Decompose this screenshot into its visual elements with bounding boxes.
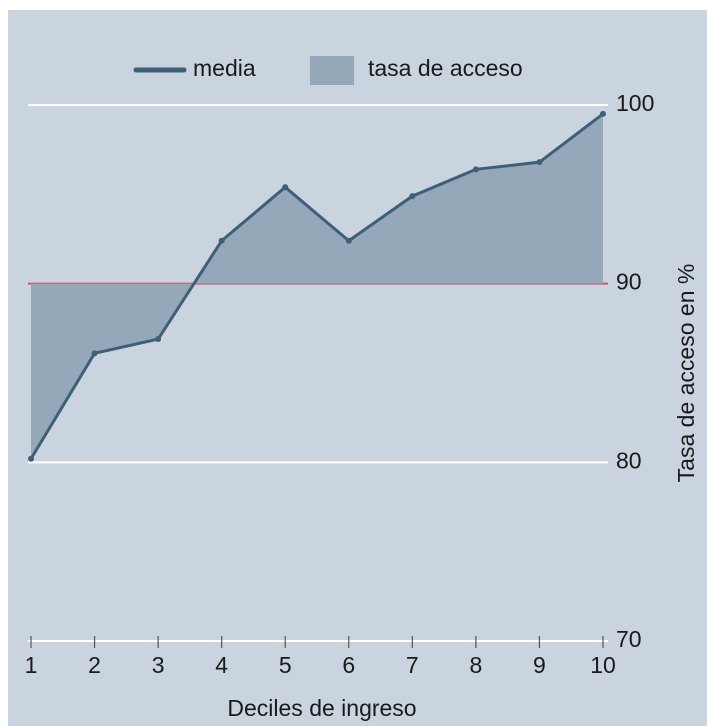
y-axis-title: Tasa de acceso en % <box>673 264 699 483</box>
x-tick-label: 8 <box>469 652 482 678</box>
point <box>91 350 98 357</box>
y-tick-label: 100 <box>616 90 654 116</box>
point <box>282 184 289 191</box>
line <box>29 112 604 460</box>
x-tick-label: 5 <box>279 652 292 678</box>
point <box>409 193 416 200</box>
y-tick-label: 70 <box>616 626 642 652</box>
point <box>600 110 606 117</box>
x-tick-label: 2 <box>88 652 101 678</box>
point <box>472 166 479 173</box>
x-tick-label: 4 <box>215 652 228 678</box>
area <box>31 113 603 459</box>
legend-swatch <box>310 56 354 85</box>
x-axis-title: Deciles de ingreso <box>227 695 416 721</box>
x-tick-label: 9 <box>533 652 546 678</box>
legend-label: tasa de acceso <box>368 55 523 81</box>
point <box>28 455 34 462</box>
point <box>155 336 162 343</box>
point <box>345 237 352 244</box>
point <box>218 237 225 244</box>
x-tick-label: 7 <box>406 652 419 678</box>
x-tick-label: 1 <box>25 652 38 678</box>
x-tick-label: 10 <box>590 652 616 678</box>
x-tick-label: 3 <box>152 652 165 678</box>
x-tick-label: 6 <box>342 652 355 678</box>
y-tick-label: 80 <box>616 447 642 473</box>
point <box>536 159 543 166</box>
y-tick-label: 90 <box>616 269 642 295</box>
legend-label: media <box>193 55 256 81</box>
